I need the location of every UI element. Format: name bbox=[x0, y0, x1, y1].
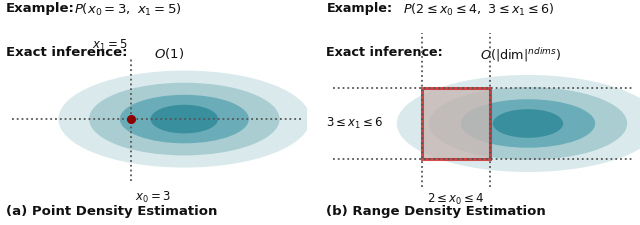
Text: (b) Range Density Estimation: (b) Range Density Estimation bbox=[326, 205, 546, 218]
Text: $x_1 = 5$: $x_1 = 5$ bbox=[92, 38, 128, 53]
Text: Example:: Example: bbox=[326, 2, 392, 15]
Text: (a) Point Density Estimation: (a) Point Density Estimation bbox=[6, 205, 218, 218]
Text: Exact inference:: Exact inference: bbox=[6, 46, 127, 59]
Ellipse shape bbox=[429, 87, 627, 160]
Text: $P(2 \leq x_0 \leq 4,\ 3 \leq x_1 \leq 6)$: $P(2 \leq x_0 \leq 4,\ 3 \leq x_1 \leq 6… bbox=[403, 2, 555, 18]
Bar bbox=[422, 88, 490, 159]
Ellipse shape bbox=[461, 99, 595, 148]
Ellipse shape bbox=[493, 109, 563, 138]
Ellipse shape bbox=[150, 105, 218, 133]
Text: Example:: Example: bbox=[6, 2, 75, 15]
Text: $O(|\mathrm{dim}|^{ndims})$: $O(|\mathrm{dim}|^{ndims})$ bbox=[480, 46, 561, 64]
Text: $2 \leq x_0 \leq 4$: $2 \leq x_0 \leq 4$ bbox=[427, 192, 485, 207]
Ellipse shape bbox=[397, 75, 640, 172]
Text: Exact inference:: Exact inference: bbox=[326, 46, 443, 59]
Text: $O(1)$: $O(1)$ bbox=[154, 46, 184, 61]
Ellipse shape bbox=[120, 95, 249, 143]
Ellipse shape bbox=[89, 83, 280, 155]
Text: $P(x_0 = 3,\ x_1 = 5)$: $P(x_0 = 3,\ x_1 = 5)$ bbox=[74, 2, 182, 18]
Ellipse shape bbox=[58, 71, 310, 168]
Text: $3 \leq x_1 \leq 6$: $3 \leq x_1 \leq 6$ bbox=[326, 116, 384, 131]
Text: $x_0 = 3$: $x_0 = 3$ bbox=[135, 190, 171, 205]
